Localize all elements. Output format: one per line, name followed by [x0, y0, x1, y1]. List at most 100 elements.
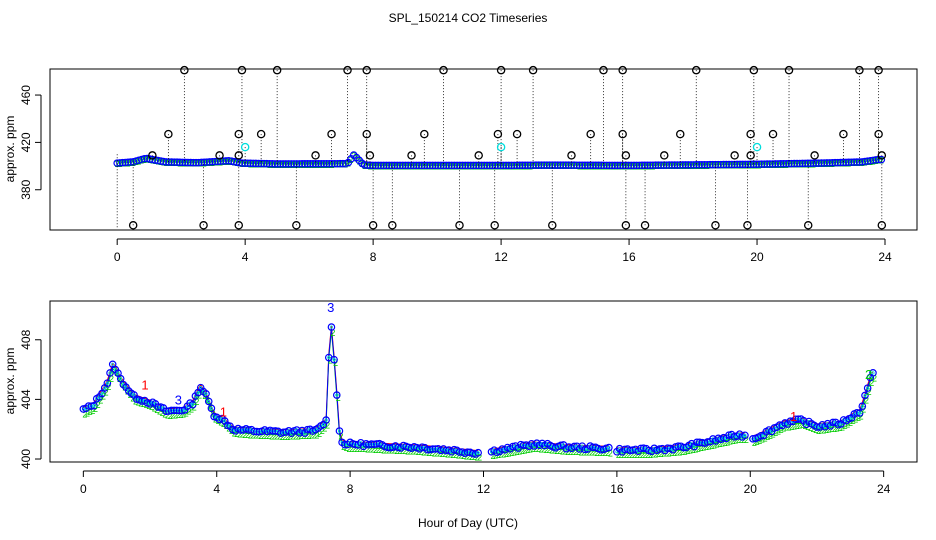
- outlier-point: [272, 65, 282, 75]
- series-2-point: 2: [178, 410, 183, 420]
- series-2-point: 2: [557, 446, 562, 456]
- series-2-point: 2: [229, 426, 234, 436]
- outlier-point: [839, 129, 848, 139]
- series-3-point: [760, 160, 769, 168]
- series-2-point: 2: [376, 445, 381, 455]
- series-3-point: [265, 159, 274, 168]
- series-2-point: 2: [595, 448, 600, 458]
- series-cyan-point: [866, 386, 870, 390]
- outlier-point: [148, 151, 157, 160]
- series-2-point: 2: [589, 448, 594, 458]
- series-cyan-point: [321, 422, 326, 427]
- series-3-point: [474, 448, 482, 457]
- series-2-point: 2: [507, 448, 512, 458]
- series-3-point: [814, 159, 823, 167]
- series-cyan-point: [607, 445, 611, 450]
- outlier-point: [660, 151, 669, 160]
- series-3-point: [167, 406, 176, 415]
- series-3-point: [292, 160, 301, 168]
- series-3-point: [284, 160, 293, 168]
- series-3-point: [224, 156, 233, 165]
- outlier-point: [730, 151, 739, 160]
- series-2-point: 2: [800, 420, 805, 430]
- series-2-point: 2: [432, 448, 437, 458]
- xlabel: Hour of Day (UTC): [418, 516, 518, 530]
- series-3-point: [521, 161, 529, 170]
- series-2-point: 2: [133, 396, 138, 406]
- series-2-point: 2: [685, 446, 690, 456]
- outlier-point: [746, 151, 755, 160]
- series-3-point: [730, 160, 739, 169]
- series-3-point: [208, 158, 217, 166]
- series-label: 3: [175, 392, 182, 407]
- series-2-point: 2: [843, 421, 848, 431]
- outlier-point: [240, 142, 250, 152]
- series-2-point: 2: [795, 421, 800, 431]
- series-3-point: [485, 161, 494, 170]
- series-label: 1: [790, 409, 797, 424]
- series-3-point: [287, 160, 296, 168]
- series-2-point: 2: [712, 440, 717, 450]
- series-2-point: 2: [667, 448, 672, 458]
- series-2-point: 2: [797, 420, 802, 430]
- series-2-point: 2: [237, 429, 242, 439]
- outlier-point: [439, 65, 448, 75]
- outlier-point: [810, 151, 819, 160]
- outlier-point: [365, 151, 375, 160]
- series-2-point: 2: [723, 438, 728, 448]
- series-cyan-point: [199, 386, 203, 390]
- series-3-point: [608, 161, 616, 170]
- series-cyan-point: [868, 375, 872, 380]
- series-2-point: 2: [539, 444, 544, 454]
- outlier-point: [237, 65, 247, 75]
- series-2-point: 2: [699, 443, 704, 453]
- series-3-point: [317, 159, 325, 168]
- series-3-point: [386, 443, 394, 452]
- series-3-point: [383, 443, 392, 452]
- series-2-point: 2: [325, 421, 330, 431]
- series-3-point: [252, 159, 260, 168]
- series-2-point: 2: [202, 391, 207, 401]
- series-2-point: 2: [256, 431, 261, 441]
- series-3-point: [752, 160, 761, 169]
- series-2-point: 2: [314, 430, 319, 440]
- series-3-point: [790, 159, 799, 168]
- outlier-point: [128, 221, 138, 230]
- series-3-point: [461, 161, 470, 170]
- series-3-point: [126, 158, 135, 166]
- series-3-point: [847, 158, 856, 167]
- series-cyan-point: [337, 429, 342, 433]
- series-3-point: [458, 161, 467, 170]
- series-2-point: 2: [803, 421, 808, 431]
- series-3-point: [279, 428, 288, 437]
- series-2-point: 2: [312, 431, 317, 441]
- x-tick-label: 16: [610, 482, 624, 496]
- series-3-point: [594, 161, 603, 170]
- series-label: 1: [220, 404, 227, 419]
- series-3-point: [861, 157, 869, 166]
- series-2-point: 2: [109, 374, 114, 384]
- series-3-point: [268, 427, 277, 435]
- y-tick-label: 420: [19, 132, 33, 152]
- series-2-point: 2: [811, 424, 816, 434]
- series-2-point: 2: [285, 432, 290, 442]
- series-2-point: 2: [442, 449, 447, 459]
- series-3-point: [431, 161, 440, 170]
- series-3-point: [173, 158, 181, 167]
- series-3-point: [382, 161, 391, 170]
- series-3-point: [327, 323, 336, 331]
- series-2-point: 2: [357, 444, 362, 454]
- series-2-point: 2: [720, 438, 725, 448]
- series-2-point: 2: [832, 424, 837, 434]
- series-2-point: 2: [765, 432, 770, 442]
- series-3-point: [156, 157, 165, 165]
- series-3-point: [90, 401, 98, 410]
- series-3-point: [423, 161, 431, 170]
- outlier-point: [752, 142, 762, 152]
- series-2-point: 2: [381, 445, 386, 455]
- series-2-point: 2: [696, 444, 701, 454]
- series-2-point: 2: [701, 443, 706, 453]
- series-2-point: 2: [869, 378, 874, 388]
- series-3-point: [559, 161, 567, 169]
